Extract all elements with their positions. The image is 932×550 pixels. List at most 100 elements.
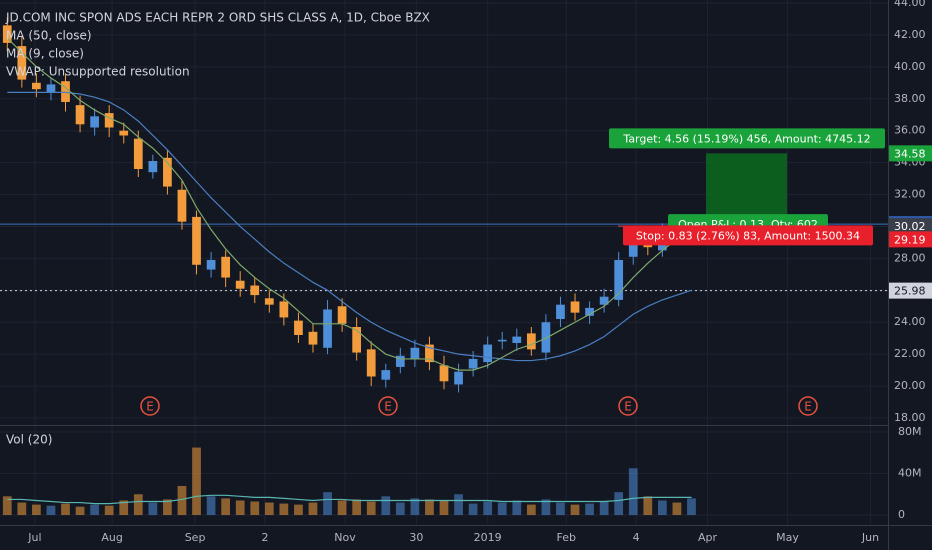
candle-body: [133, 138, 143, 169]
candle-body: [119, 130, 129, 136]
candle-body: [17, 46, 27, 80]
price-tag-box: [889, 218, 932, 235]
y-tick-label: 28.00: [894, 251, 926, 264]
y-tick-label: 36.00: [894, 124, 926, 137]
y-tick-label: 18.00: [894, 411, 926, 424]
earnings-marker: [798, 396, 818, 416]
volume-bar: [614, 492, 624, 515]
volume-bar: [90, 504, 99, 515]
volume-bar: [643, 496, 653, 515]
candle-body: [395, 355, 405, 367]
candle-body: [32, 82, 41, 90]
earnings-marker: [378, 396, 398, 416]
volume-bar: [687, 498, 696, 515]
x-tick-label: May: [776, 531, 799, 544]
volume-bar: [410, 498, 420, 515]
candle-body: [483, 344, 493, 363]
candle-body: [250, 285, 260, 296]
stop-label: Stop: 0.83 (2.76%) 83, Amount: 1500.34: [636, 229, 860, 242]
volume-bar: [32, 504, 41, 515]
earnings-marker: [618, 396, 638, 416]
volume-bar: [104, 505, 114, 515]
volume-bar: [526, 504, 536, 515]
volume-bar: [250, 501, 260, 515]
volume-bar: [366, 501, 376, 515]
volume-bar: [657, 500, 667, 515]
indicator-label: MA (50, close): [6, 29, 92, 43]
target-zone: [706, 153, 787, 227]
volume-bar: [381, 496, 391, 515]
volume-bar: [672, 502, 682, 515]
candle-body: [235, 280, 245, 289]
volume-bar: [221, 498, 231, 515]
candle-body: [541, 322, 551, 353]
candle-body: [90, 116, 99, 128]
candle-body: [206, 259, 216, 270]
volume-bar: [512, 500, 522, 515]
volume-tick-label: 0: [898, 508, 905, 521]
candle-body: [556, 304, 565, 320]
earnings-label: E: [146, 400, 154, 414]
candle-body: [628, 239, 638, 257]
x-tick-label: Jul: [27, 531, 41, 544]
candle-body: [512, 336, 522, 343]
volume-label: Vol (20): [6, 433, 52, 447]
volume-bar: [264, 502, 274, 515]
plot: [0, 17, 888, 515]
stop-label-box: [623, 225, 873, 246]
x-tick-label: Sep: [185, 531, 206, 544]
volume-bar: [235, 500, 245, 515]
x-tick-label: 2019: [474, 531, 502, 544]
volume-bar: [148, 502, 158, 515]
price-tag: 29.19: [894, 233, 926, 246]
volume-bar: [585, 503, 594, 515]
target-label-box: [609, 128, 885, 149]
candle-body: [46, 84, 56, 93]
candle-body: [148, 161, 158, 173]
x-tick-label: Aug: [101, 531, 122, 544]
price-tag-box: [889, 282, 932, 299]
volume-bar: [75, 506, 85, 515]
volume-tick-label: 80M: [898, 425, 922, 438]
x-tick-label: Jun: [861, 531, 879, 544]
earnings-label: E: [384, 400, 392, 414]
volume-bar: [541, 499, 551, 515]
volume-bar: [46, 505, 56, 515]
volume-bar: [119, 500, 129, 515]
candle-body: [104, 113, 114, 128]
candle-body: [279, 301, 289, 318]
candle-body: [599, 296, 609, 305]
price-tag: 34.58: [894, 147, 926, 160]
volume-bar: [177, 485, 187, 515]
volume-bar: [352, 499, 362, 515]
candle-body: [454, 371, 463, 385]
volume-bar: [454, 494, 463, 515]
volume-bar: [133, 494, 143, 515]
earnings-markers: E E E E: [140, 396, 818, 416]
candle-body: [366, 349, 376, 377]
y-tick-label: 20.00: [894, 379, 926, 392]
x-tick-label: 4: [633, 531, 640, 544]
volume-bar: [192, 447, 201, 515]
y-tick-label: 32.00: [894, 188, 926, 201]
candle-body: [177, 189, 187, 222]
chart-title: JD.COM INC SPON ADS EACH REPR 2 ORD SHS …: [5, 11, 430, 25]
candle-body: [468, 358, 478, 369]
volume-bar: [599, 501, 609, 515]
candle-body: [337, 306, 347, 324]
grid: [0, 0, 888, 525]
y-tick-label: 38.00: [894, 92, 926, 105]
volume-bar: [570, 504, 580, 515]
candle-body: [410, 347, 420, 359]
volume-ma-line: [7, 494, 692, 505]
indicator-label: MA (9, close): [6, 47, 84, 61]
ma-line: [6, 37, 692, 371]
y-tick-label: 42.00: [894, 28, 926, 41]
earnings-marker: [140, 396, 160, 416]
candle-body: [192, 216, 201, 265]
volume-tick-label: 40M: [898, 467, 922, 480]
volume-bar: [61, 503, 70, 515]
candle-body: [308, 331, 318, 345]
